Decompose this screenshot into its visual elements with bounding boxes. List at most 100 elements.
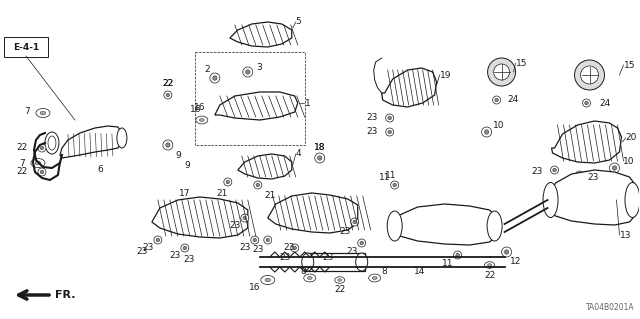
Circle shape bbox=[386, 114, 394, 122]
Ellipse shape bbox=[387, 211, 402, 241]
Text: FR.: FR. bbox=[55, 290, 76, 300]
Text: 23: 23 bbox=[366, 128, 378, 137]
Circle shape bbox=[386, 128, 394, 136]
Text: 8: 8 bbox=[300, 268, 306, 277]
Polygon shape bbox=[215, 92, 298, 120]
Text: 10: 10 bbox=[493, 121, 504, 130]
Text: 18: 18 bbox=[314, 143, 326, 152]
Text: 23: 23 bbox=[339, 226, 351, 235]
Circle shape bbox=[612, 166, 617, 170]
Circle shape bbox=[482, 127, 492, 137]
Text: 7: 7 bbox=[24, 108, 30, 116]
Circle shape bbox=[164, 91, 172, 99]
Text: 2: 2 bbox=[204, 65, 210, 75]
Text: 11: 11 bbox=[385, 170, 397, 180]
Ellipse shape bbox=[369, 274, 381, 282]
Text: 19: 19 bbox=[440, 70, 451, 79]
Ellipse shape bbox=[543, 182, 558, 218]
Circle shape bbox=[181, 244, 189, 252]
Circle shape bbox=[40, 170, 44, 174]
Text: 1: 1 bbox=[305, 99, 310, 108]
Text: 23: 23 bbox=[136, 248, 148, 256]
Circle shape bbox=[550, 166, 559, 174]
Circle shape bbox=[293, 246, 296, 250]
Ellipse shape bbox=[36, 108, 50, 117]
Text: 23: 23 bbox=[239, 243, 250, 253]
Text: 23: 23 bbox=[252, 244, 264, 254]
Ellipse shape bbox=[260, 275, 275, 285]
Text: 5: 5 bbox=[296, 18, 301, 26]
Polygon shape bbox=[381, 68, 436, 107]
Ellipse shape bbox=[493, 64, 509, 80]
Ellipse shape bbox=[484, 262, 495, 268]
Circle shape bbox=[163, 140, 173, 150]
Text: 22: 22 bbox=[484, 271, 495, 279]
Text: 22: 22 bbox=[17, 144, 28, 152]
Ellipse shape bbox=[625, 182, 640, 218]
Ellipse shape bbox=[356, 253, 368, 271]
Ellipse shape bbox=[31, 159, 45, 167]
Ellipse shape bbox=[307, 277, 312, 279]
Text: 23: 23 bbox=[346, 248, 357, 256]
Text: 3: 3 bbox=[256, 63, 262, 72]
Ellipse shape bbox=[487, 211, 502, 241]
Circle shape bbox=[456, 253, 460, 257]
Circle shape bbox=[183, 246, 187, 250]
Text: 8: 8 bbox=[381, 268, 387, 277]
Text: 16: 16 bbox=[249, 283, 260, 292]
Text: 23: 23 bbox=[531, 167, 543, 176]
Text: TA04B0201A: TA04B0201A bbox=[586, 303, 634, 312]
Circle shape bbox=[454, 251, 461, 259]
Polygon shape bbox=[305, 253, 365, 271]
Ellipse shape bbox=[335, 277, 345, 283]
Text: 4: 4 bbox=[296, 150, 301, 159]
Ellipse shape bbox=[200, 118, 204, 122]
Ellipse shape bbox=[488, 58, 516, 86]
Text: 13: 13 bbox=[620, 231, 631, 240]
Ellipse shape bbox=[301, 253, 314, 271]
Circle shape bbox=[484, 130, 489, 134]
Circle shape bbox=[224, 178, 232, 186]
Circle shape bbox=[585, 101, 588, 105]
Text: 23: 23 bbox=[279, 253, 291, 262]
Text: 17: 17 bbox=[179, 189, 191, 197]
Circle shape bbox=[246, 70, 250, 74]
Circle shape bbox=[502, 247, 511, 257]
Circle shape bbox=[212, 76, 217, 80]
Text: 24: 24 bbox=[508, 95, 519, 105]
Text: 22: 22 bbox=[162, 78, 173, 87]
Text: 16: 16 bbox=[194, 103, 205, 113]
Circle shape bbox=[251, 236, 259, 244]
Polygon shape bbox=[268, 193, 358, 233]
Circle shape bbox=[493, 96, 500, 104]
Text: 23: 23 bbox=[184, 256, 195, 264]
Text: 23: 23 bbox=[322, 254, 333, 263]
Polygon shape bbox=[60, 126, 120, 158]
Circle shape bbox=[575, 171, 584, 179]
Circle shape bbox=[243, 67, 253, 77]
Circle shape bbox=[256, 183, 260, 187]
Circle shape bbox=[390, 181, 399, 189]
Circle shape bbox=[578, 173, 581, 177]
Text: 11: 11 bbox=[379, 174, 390, 182]
Text: E-4-1: E-4-1 bbox=[13, 42, 39, 51]
Circle shape bbox=[393, 183, 396, 187]
Circle shape bbox=[388, 116, 392, 120]
Circle shape bbox=[264, 236, 272, 244]
Circle shape bbox=[609, 163, 620, 173]
Text: 23: 23 bbox=[366, 114, 378, 122]
Text: 10: 10 bbox=[623, 158, 634, 167]
Text: 6: 6 bbox=[97, 166, 103, 174]
Ellipse shape bbox=[265, 278, 271, 282]
Circle shape bbox=[166, 93, 170, 97]
Text: 15: 15 bbox=[516, 58, 527, 68]
Polygon shape bbox=[548, 170, 636, 225]
Text: 23: 23 bbox=[284, 243, 295, 253]
Ellipse shape bbox=[45, 132, 59, 154]
Circle shape bbox=[495, 98, 499, 102]
Ellipse shape bbox=[40, 111, 46, 115]
Text: 15: 15 bbox=[623, 61, 635, 70]
Text: 9: 9 bbox=[176, 151, 182, 160]
Circle shape bbox=[210, 73, 220, 83]
Text: 12: 12 bbox=[509, 257, 521, 266]
